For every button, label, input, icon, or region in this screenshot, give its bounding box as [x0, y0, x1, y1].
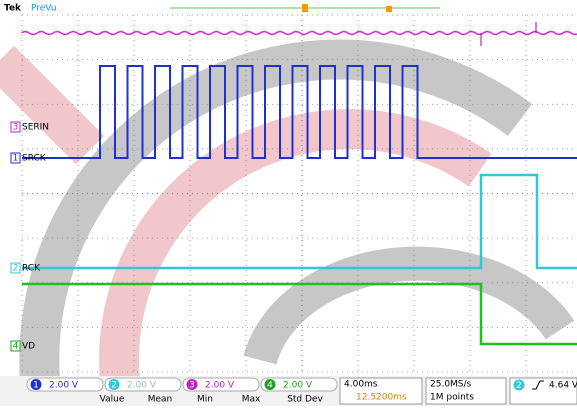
trace-id: 1: [13, 154, 19, 164]
trace-name: SERIN: [22, 123, 49, 133]
trace-id: 4: [13, 342, 19, 352]
trigger-source-badge: [513, 379, 525, 391]
channel-badge: [108, 379, 120, 390]
mode: PreVu: [31, 4, 57, 14]
measurement-header: Min: [197, 395, 213, 405]
trace-name: RCK: [22, 264, 41, 274]
measurement-header: Value: [100, 395, 125, 405]
trace-labels: 3 SERIN 1 SRCK 2 RCK 4 VD: [10, 121, 49, 352]
trace-id-box: [10, 262, 21, 274]
channel-badge: [264, 379, 276, 390]
waveform-ch4: [22, 282, 577, 346]
trace-id-box: [10, 152, 21, 164]
channel-box: [104, 377, 182, 392]
channel-scale: 2.00 V: [205, 381, 235, 391]
info-box: [425, 377, 507, 405]
watermark: [0, 39, 575, 382]
status-bar: 1 2.00 V 2 2.00 V 3 2.00 V 4 2.00 V 4.00ms 12.520…: [0, 376, 577, 406]
record-length: 1M points: [430, 393, 474, 403]
brand: Tek: [4, 4, 22, 14]
time-scale: 4.00ms: [344, 380, 378, 390]
channel-badge: [30, 379, 42, 390]
info-box: [339, 377, 423, 405]
channel-box: [182, 377, 260, 392]
trace-id-box: [10, 340, 21, 352]
channel-scale: 2.00 V: [49, 381, 79, 391]
trigger-level: 4.64 V: [549, 381, 577, 391]
channel-id: 2: [111, 381, 117, 391]
trigger-slope: [532, 380, 544, 390]
trigger-position-marker: [302, 4, 308, 12]
channel-box: [260, 377, 338, 392]
expansion-marker: [386, 6, 392, 12]
channel-id: 1: [33, 381, 39, 391]
waveform-ch2: [22, 173, 577, 270]
channel-scale: 2.00 V: [127, 381, 157, 391]
channel-id: 4: [267, 381, 273, 391]
trigger-source: 2: [516, 381, 522, 391]
measurement-header: Max: [242, 395, 261, 405]
channel-id: 3: [189, 381, 195, 391]
measurement-header: Std Dev: [287, 395, 323, 405]
trace-name: SRCK: [22, 154, 47, 164]
waveform-ch1: [22, 65, 577, 159]
waveform-ch3: [21, 30, 577, 36]
waveforms: [21, 22, 577, 346]
time-position: 12.5200ms: [356, 393, 407, 403]
channel-badge: [186, 379, 198, 390]
measurement-header: Mean: [148, 395, 173, 405]
sample-rate: 25.0MS/s: [430, 380, 472, 390]
channel-scale: 2.00 V: [283, 381, 313, 391]
trace-name: VD: [22, 342, 35, 352]
trace-id: 2: [13, 264, 19, 274]
channel-box: [26, 377, 104, 392]
trace-id: 3: [13, 123, 19, 133]
trace-id-box: [10, 121, 21, 133]
